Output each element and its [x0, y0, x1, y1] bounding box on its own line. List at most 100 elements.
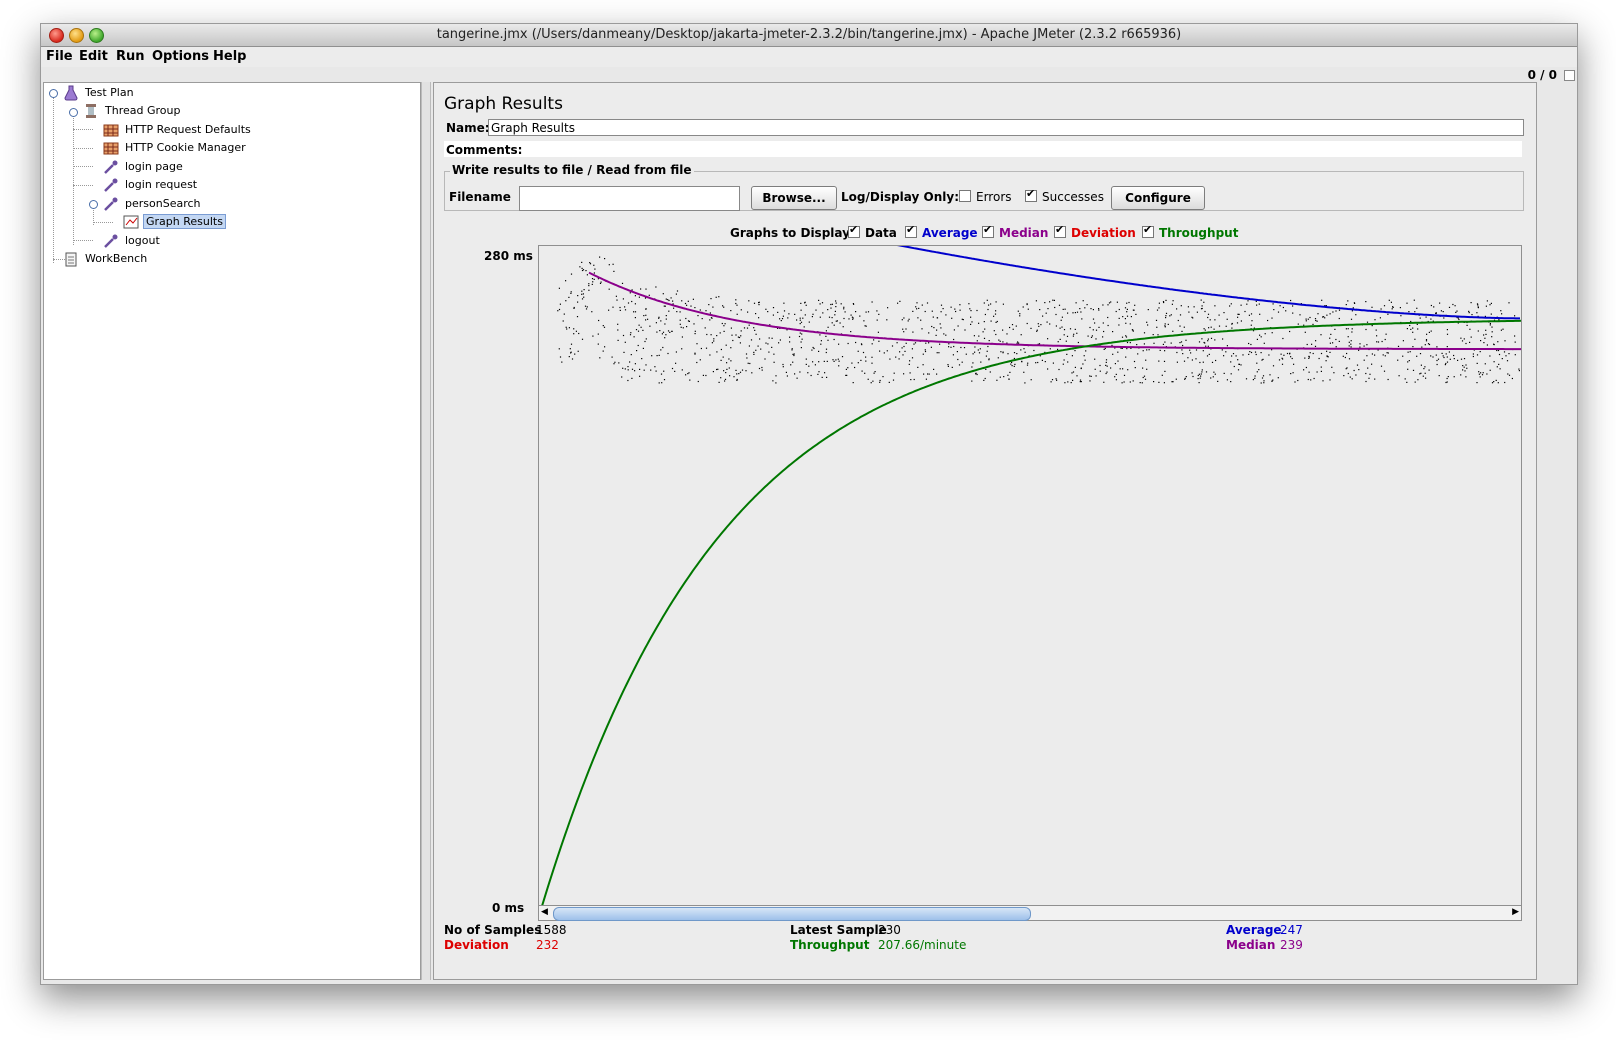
- tree-item-thread-group[interactable]: Thread Group: [83, 103, 182, 119]
- tree-item-http-request-defaults[interactable]: HTTP Request Defaults: [103, 122, 253, 138]
- tree-item-person-search[interactable]: personSearch: [103, 196, 203, 212]
- expand-toggle-test-plan[interactable]: [49, 89, 58, 98]
- data-point: [1489, 324, 1491, 326]
- data-point: [1374, 354, 1376, 356]
- tree-item-logout[interactable]: logout: [103, 233, 162, 249]
- close-button[interactable]: [49, 28, 64, 43]
- browse-button[interactable]: Browse...: [751, 186, 837, 210]
- data-point: [834, 314, 836, 316]
- scroll-right-arrow-icon[interactable]: ▶: [1512, 907, 1519, 917]
- data-point: [1218, 314, 1220, 316]
- data-point: [1072, 335, 1074, 337]
- data-point: [697, 380, 699, 383]
- filename-input[interactable]: [519, 186, 740, 211]
- data-point: [643, 369, 645, 371]
- data-checkbox[interactable]: [848, 223, 860, 238]
- data-point: [1355, 374, 1357, 376]
- data-point: [1242, 354, 1244, 356]
- data-point: [588, 289, 590, 291]
- data-point: [1338, 340, 1340, 342]
- split-pane-divider[interactable]: [421, 82, 431, 980]
- data-point: [569, 348, 571, 350]
- tree-item-graph-results[interactable]: Graph Results: [123, 214, 226, 230]
- data-point: [1035, 300, 1037, 302]
- average-toggle[interactable]: Average: [905, 223, 978, 240]
- data-point: [718, 296, 720, 298]
- data-point: [848, 318, 850, 320]
- test-plan-tree[interactable]: Test Plan Thread Group HTTP Request Defa…: [43, 82, 421, 980]
- data-point: [983, 302, 985, 304]
- data-point: [951, 366, 953, 368]
- errors-checkbox[interactable]: Errors: [959, 190, 1012, 204]
- data-point: [1447, 376, 1449, 378]
- average-checkbox[interactable]: [905, 223, 917, 238]
- data-point: [1105, 359, 1108, 361]
- data-point: [577, 295, 579, 297]
- tree-item-login-request[interactable]: login request: [103, 177, 199, 193]
- data-point: [1351, 310, 1353, 312]
- data-point: [649, 325, 651, 327]
- menu-edit[interactable]: Edit: [79, 49, 108, 64]
- data-point: [891, 345, 894, 347]
- title-bar[interactable]: tangerine.jmx (/Users/danmeany/Desktop/j…: [41, 24, 1577, 47]
- data-point: [983, 379, 985, 381]
- data-point: [1126, 308, 1128, 310]
- tree-item-test-plan[interactable]: Test Plan: [63, 85, 136, 101]
- comments-row[interactable]: Comments:: [444, 141, 1522, 157]
- tree-item-login-page[interactable]: login page: [103, 159, 185, 175]
- data-point: [905, 328, 907, 330]
- configure-button[interactable]: Configure: [1111, 186, 1205, 210]
- successes-checkbox-box[interactable]: [1025, 187, 1037, 202]
- data-point: [1435, 312, 1437, 314]
- data-point: [800, 347, 802, 349]
- data-point: [1303, 369, 1305, 371]
- data-point: [1163, 301, 1165, 304]
- graph-horizontal-scrollbar[interactable]: ◀ ▶: [538, 905, 1522, 921]
- data-point: [851, 362, 853, 364]
- menu-options[interactable]: Options: [152, 49, 209, 64]
- zoom-button[interactable]: [89, 28, 104, 43]
- data-point: [1231, 355, 1233, 357]
- menu-run[interactable]: Run: [116, 49, 145, 64]
- data-point: [1147, 309, 1149, 311]
- data-point: [1009, 326, 1011, 329]
- data-point: [873, 372, 875, 374]
- data-point: [945, 314, 947, 316]
- tree-item-http-cookie-manager[interactable]: HTTP Cookie Manager: [103, 140, 248, 156]
- data-point: [1019, 313, 1021, 315]
- data-point: [1385, 333, 1387, 335]
- data-point: [1316, 371, 1318, 373]
- data-point: [964, 329, 966, 331]
- median-checkbox[interactable]: [982, 223, 994, 238]
- throughput-checkbox[interactable]: [1142, 223, 1154, 238]
- tree-item-workbench[interactable]: WorkBench: [63, 251, 149, 267]
- data-point: [1142, 367, 1144, 369]
- data-point: [565, 300, 567, 302]
- data-point: [589, 263, 592, 265]
- data-point: [755, 333, 757, 335]
- data-point: [896, 342, 898, 344]
- deviation-toggle[interactable]: Deviation: [1054, 223, 1136, 240]
- data-point: [641, 358, 643, 360]
- data-point: [1388, 299, 1390, 301]
- successes-checkbox[interactable]: Successes: [1025, 187, 1104, 204]
- data-point: [726, 368, 728, 370]
- menu-file[interactable]: File: [46, 49, 73, 64]
- throughput-toggle[interactable]: Throughput: [1142, 223, 1238, 240]
- data-point: [852, 318, 854, 320]
- scroll-left-arrow-icon[interactable]: ◀: [541, 907, 548, 917]
- data-point: [1312, 352, 1314, 355]
- deviation-checkbox[interactable]: [1054, 223, 1066, 238]
- data-point: [1333, 372, 1335, 374]
- data-point: [570, 343, 573, 345]
- minimize-button[interactable]: [69, 28, 84, 43]
- menu-help[interactable]: Help: [213, 49, 247, 64]
- data-toggle[interactable]: Data: [848, 223, 897, 240]
- errors-checkbox-box[interactable]: [959, 190, 971, 202]
- scrollbar-thumb[interactable]: [553, 907, 1031, 921]
- name-input[interactable]: [488, 119, 1524, 136]
- expand-toggle-thread-group[interactable]: [69, 108, 78, 117]
- expand-toggle-person-search[interactable]: [89, 200, 98, 209]
- median-toggle[interactable]: Median: [982, 223, 1048, 240]
- data-point: [1080, 367, 1082, 369]
